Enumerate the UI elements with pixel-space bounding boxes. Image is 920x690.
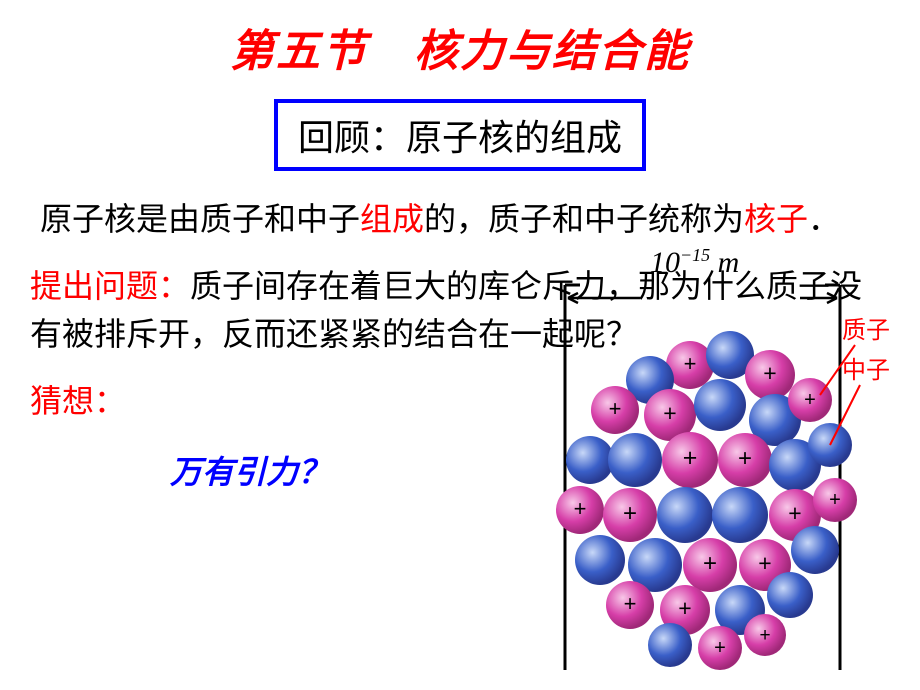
plus-sign: +: [609, 396, 622, 421]
scale-base: 10: [650, 246, 680, 279]
plus-sign: +: [623, 500, 637, 527]
plus-sign: +: [624, 591, 637, 616]
neutron-label: 中子: [842, 350, 890, 385]
text-part: 原子核是由质子和中子: [40, 201, 360, 237]
slide-root: 第五节 核力与结合能 回顾：原子核的组成 原子核是由质子和中子组成的，质子和中子…: [0, 0, 920, 690]
plus-sign: +: [804, 389, 816, 411]
neutron-sphere: [694, 379, 746, 431]
text-part: 的，质子和中子统称为: [424, 201, 744, 237]
review-heading: 回顾：原子核的组成: [274, 99, 646, 171]
scale-exponent: −15: [680, 245, 710, 265]
neutron-sphere: [712, 487, 768, 543]
plus-sign: +: [758, 550, 771, 576]
highlight-compose: 组成: [360, 201, 424, 237]
page-title: 第五节 核力与结合能: [30, 15, 890, 79]
plus-sign: +: [663, 400, 676, 426]
definition-paragraph: 原子核是由质子和中子组成的，质子和中子统称为核子．: [40, 196, 880, 242]
plus-sign: +: [759, 625, 770, 646]
proton-label: 质子: [842, 310, 890, 345]
plus-sign: +: [684, 351, 697, 376]
neutron-sphere: [767, 572, 813, 618]
plus-sign: +: [829, 489, 841, 511]
plus-sign: +: [738, 445, 752, 472]
question-label: 提出问题：: [30, 268, 190, 304]
scale-label: 10−15 m: [650, 245, 739, 280]
neutron-sphere: [566, 436, 614, 484]
plus-sign: +: [788, 500, 801, 526]
neutron-sphere: [648, 623, 692, 667]
nucleus-diagram: 10−15 m 质子 中子 +++++++++++++++++: [520, 250, 890, 650]
scale-unit: m: [718, 246, 740, 279]
highlight-nucleon: 核子: [744, 201, 808, 237]
plus-sign: +: [714, 637, 726, 659]
plus-sign: +: [683, 444, 698, 472]
plus-sign: +: [763, 360, 776, 386]
text-part: ．: [808, 201, 840, 237]
plus-sign: +: [703, 550, 717, 577]
plus-sign: +: [574, 496, 587, 521]
neutron-sphere: [575, 535, 625, 585]
neutron-sphere: [657, 487, 713, 543]
neutron-sphere: [791, 526, 839, 574]
neutron-sphere: [608, 433, 662, 487]
nucleus-svg: + + + + + + + + + + + + + + + + +: [520, 250, 890, 670]
particles-group: + + + + + + + + + + + + + + + + +: [556, 331, 857, 670]
plus-sign: +: [678, 595, 691, 621]
